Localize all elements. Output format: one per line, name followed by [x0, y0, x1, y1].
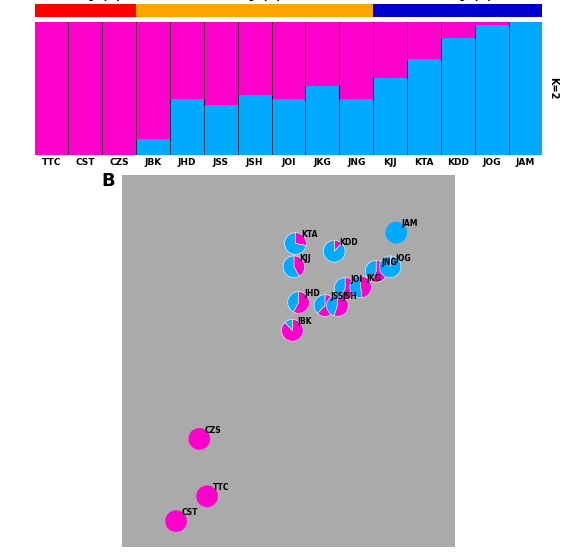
Wedge shape [327, 295, 338, 316]
Bar [136, 3, 373, 17]
Wedge shape [334, 278, 345, 298]
Wedge shape [390, 256, 391, 267]
Bar [102, 22, 136, 155]
Text: KTA: KTA [301, 230, 317, 239]
Circle shape [189, 428, 210, 450]
Wedge shape [334, 295, 348, 316]
Text: Northern lineage population: Northern lineage population [385, 0, 530, 1]
Circle shape [165, 510, 187, 532]
Text: Southern lineage population: Southern lineage population [13, 0, 158, 1]
Wedge shape [365, 260, 376, 281]
Text: KJJ: KJJ [299, 254, 311, 263]
Text: JAM: JAM [402, 220, 418, 228]
Bar [305, 22, 339, 86]
Text: JKG: JKG [366, 274, 381, 283]
Bar [204, 105, 238, 155]
Wedge shape [314, 295, 325, 314]
Bar [136, 22, 170, 139]
Text: KDD: KDD [340, 238, 358, 247]
Text: JOG: JOG [395, 254, 411, 263]
Wedge shape [282, 320, 304, 341]
Wedge shape [371, 260, 387, 282]
Bar [475, 22, 508, 25]
Text: CST: CST [182, 508, 198, 517]
Text: JNG: JNG [381, 258, 397, 267]
Wedge shape [285, 320, 293, 330]
Bar [238, 95, 272, 155]
Bar [35, 3, 136, 17]
Bar [339, 22, 373, 99]
Bar [475, 25, 508, 155]
Wedge shape [361, 276, 372, 298]
Bar [407, 22, 441, 59]
Text: Mixed lineage population: Mixed lineage population [190, 0, 319, 1]
Bar [69, 22, 102, 155]
Bar [35, 22, 69, 155]
Bar [204, 22, 238, 105]
Wedge shape [293, 291, 309, 314]
Wedge shape [340, 278, 356, 299]
Wedge shape [294, 256, 305, 276]
Wedge shape [283, 256, 299, 278]
Bar [305, 86, 339, 155]
Text: JBK: JBK [298, 317, 312, 326]
Bar [441, 38, 475, 155]
Text: JSH: JSH [343, 293, 358, 301]
Bar [238, 22, 272, 95]
Text: JSS: JSS [331, 293, 344, 301]
Wedge shape [317, 295, 336, 316]
Bar [136, 139, 170, 155]
Wedge shape [323, 241, 345, 262]
Wedge shape [334, 241, 342, 251]
Wedge shape [284, 233, 306, 254]
Bar [508, 22, 542, 155]
Text: K=2: K=2 [549, 77, 559, 100]
Wedge shape [379, 256, 401, 278]
Bar [272, 22, 305, 99]
Wedge shape [295, 233, 306, 246]
Bar [373, 22, 407, 78]
Text: CZS: CZS [205, 426, 222, 435]
Wedge shape [350, 276, 362, 298]
Wedge shape [288, 291, 298, 312]
Bar [373, 78, 407, 155]
Text: TTC: TTC [212, 483, 229, 492]
Bar [170, 22, 204, 99]
Text: JOI: JOI [351, 275, 363, 284]
Bar [441, 22, 475, 38]
Text: B: B [102, 171, 115, 190]
Bar [373, 3, 542, 17]
Bar [272, 99, 305, 155]
Bar [170, 99, 204, 155]
Bar [407, 59, 441, 155]
Circle shape [196, 486, 218, 507]
Text: JHD: JHD [304, 289, 320, 298]
Circle shape [385, 222, 407, 243]
Bar [339, 99, 373, 155]
